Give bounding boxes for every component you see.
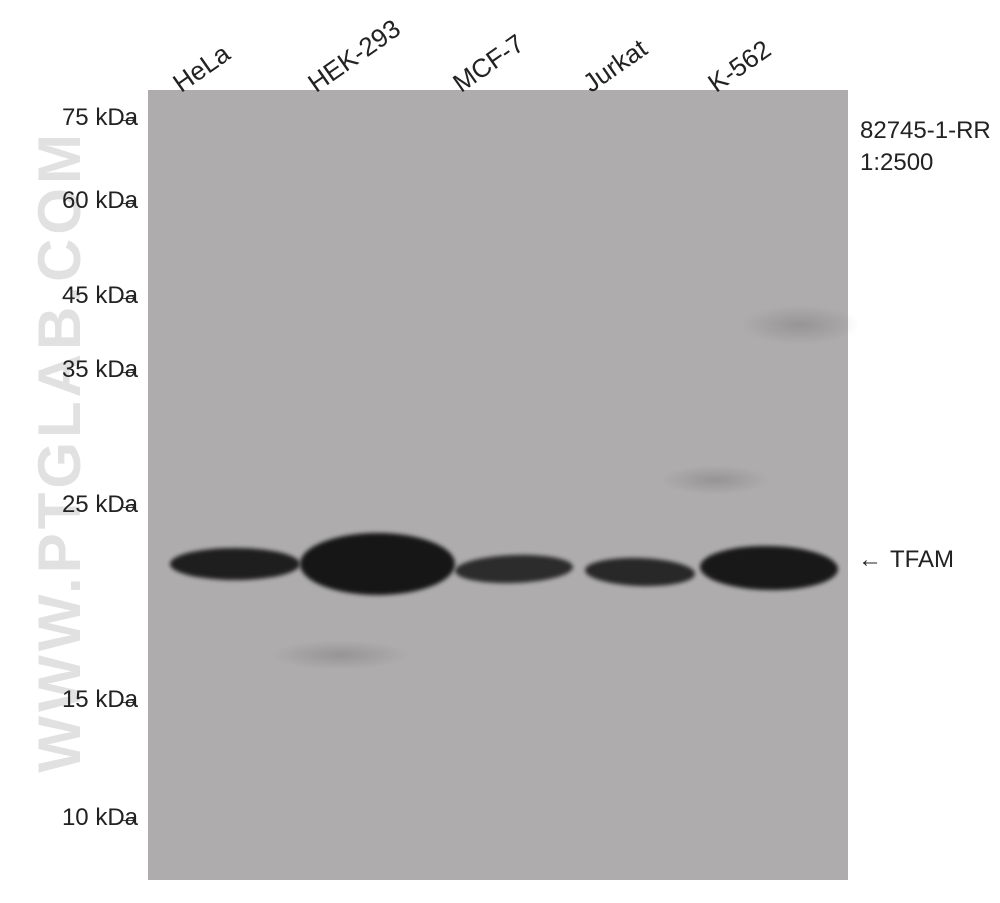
protein-band	[585, 556, 696, 588]
blot-smudge	[660, 465, 770, 495]
antibody-catalog: 82745-1-RR	[860, 115, 991, 147]
protein-band	[300, 533, 455, 595]
mw-arrow-icon: →	[118, 804, 140, 830]
mw-arrow-icon: →	[118, 686, 140, 712]
mw-arrow-icon: →	[118, 104, 140, 130]
blot-smudge	[740, 305, 860, 345]
watermark-text: WWW.PTGLAB.COM	[25, 130, 94, 773]
figure-root: WWW.PTGLAB.COM 82745-1-RR 1:2500 ← TFAM …	[0, 0, 1000, 903]
lane-label: MCF-7	[447, 28, 530, 99]
blot-membrane	[148, 90, 848, 880]
protein-band	[455, 553, 574, 585]
protein-band	[700, 545, 839, 591]
mw-arrow-icon: →	[118, 187, 140, 213]
mw-arrow-icon: →	[118, 282, 140, 308]
lane-label: HEK-293	[302, 13, 406, 99]
target-label: TFAM	[890, 546, 954, 574]
protein-band	[170, 548, 300, 580]
mw-arrow-icon: →	[118, 491, 140, 517]
antibody-info: 82745-1-RR 1:2500	[860, 115, 991, 180]
target-arrow: ←	[858, 546, 882, 574]
antibody-dilution: 1:2500	[860, 147, 991, 179]
mw-arrow-icon: →	[118, 356, 140, 382]
blot-smudge	[270, 640, 410, 670]
